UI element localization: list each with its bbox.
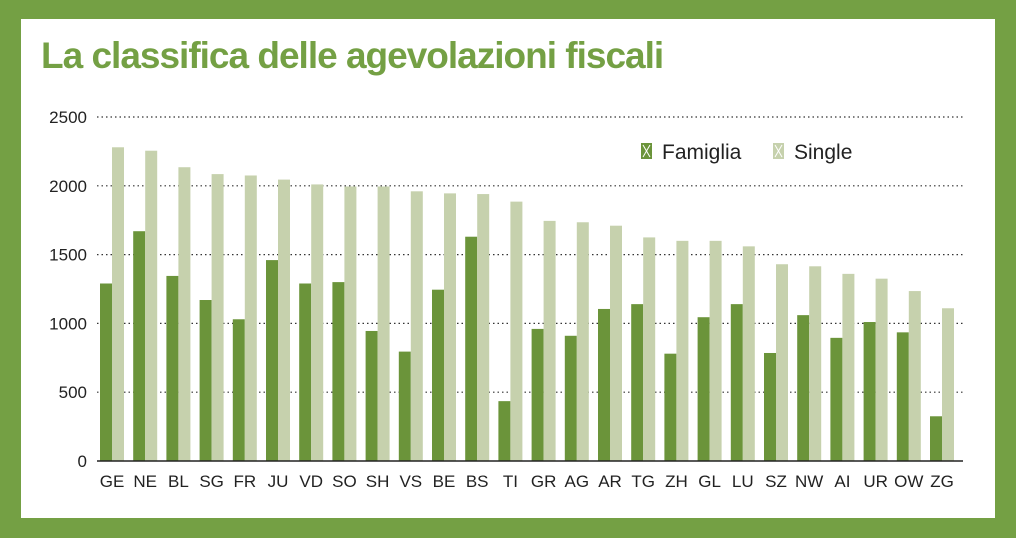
legend-swatch-single-mark [774,144,783,158]
bar-single-vd [311,184,324,461]
bar-single-vs [410,191,423,461]
bar-famiglia-bs [465,236,478,461]
bar-famiglia-ju [266,260,278,461]
bar-famiglia-ur [863,322,876,461]
bar-single-be [444,193,456,462]
x-tick-label: JU [268,472,289,491]
bar-famiglia-bl [166,275,179,461]
bar-single-ju [278,179,290,461]
bars [100,147,954,462]
bar-chart: 0 500 1000 1500 2000 2500 GE NE BL SG FR JU VD SO SH V… [49,108,963,491]
bar-famiglia-zg [930,416,942,461]
x-tick-label: FR [233,472,256,491]
x-tick-label: SH [366,472,390,491]
x-tick-label: VD [299,472,323,491]
bar-single-ai [842,273,855,461]
bar-famiglia-ag [564,335,577,461]
y-tick-label: 2000 [49,177,87,196]
bar-single-bs [477,194,490,461]
bar-single-ag [576,222,589,461]
bar-famiglia-ow [896,332,909,461]
bar-single-ne [145,150,158,461]
x-tick-label: BL [168,472,189,491]
x-tick-label: OW [894,472,923,491]
chart-title: La classifica delle agevolazioni fiscali [41,35,664,76]
bar-famiglia-ge [100,283,112,461]
x-tick-label: LU [732,472,754,491]
bar-single-tg [643,237,656,461]
x-tick-label: GR [531,472,557,491]
bar-single-gr [543,220,556,461]
bar-famiglia-ar [598,308,610,461]
bar-famiglia-ti [498,401,511,461]
bar-single-ur [875,278,888,461]
y-tick-label: 1000 [49,314,87,333]
bar-famiglia-ne [133,231,146,461]
x-tick-label: VS [399,472,422,491]
x-tick-label: BS [466,472,489,491]
x-tick-label: AI [834,472,850,491]
x-tick-label: GL [698,472,721,491]
bar-single-gl [709,240,722,461]
y-tick-label: 2500 [49,108,87,127]
x-axis-labels: GE NE BL SG FR JU VD SO SH VS BE BS TI GR AG AR TG ZH GL LU… [100,472,954,491]
x-tick-label: TG [631,472,655,491]
legend-item-famiglia: Famiglia [641,141,742,164]
bar-single-zg [942,308,954,461]
bar-single-fr [244,175,257,462]
bar-single-bl [178,167,191,461]
y-tick-label: 0 [78,452,87,471]
bar-single-sh [377,186,390,461]
legend-swatch-famiglia-mark [642,144,651,158]
bar-famiglia-tg [631,304,644,461]
x-tick-label: NE [133,472,157,491]
x-tick-label: AR [598,472,622,491]
x-tick-label: NW [795,472,823,491]
x-tick-label: SG [199,472,224,491]
bar-famiglia-lu [730,304,743,461]
bar-famiglia-ai [830,337,843,461]
x-tick-label: GE [100,472,125,491]
bar-single-sg [211,174,224,461]
legend-label-famiglia: Famiglia [662,141,742,164]
bar-famiglia-be [432,289,444,461]
bar-famiglia-sz [764,352,776,461]
bar-famiglia-gl [697,317,710,461]
y-tick-label: 500 [59,383,87,402]
x-tick-label: AG [565,472,590,491]
bar-famiglia-sg [199,300,212,461]
bar-single-ow [908,291,921,461]
legend-label-single: Single [794,141,852,164]
bar-single-so [344,186,357,461]
bar-famiglia-sh [365,330,378,461]
legend-item-single: Single [773,141,852,164]
bar-single-sz [776,264,788,461]
bar-famiglia-nw [797,315,810,461]
bar-famiglia-vd [299,283,312,461]
bar-single-ti [510,201,523,461]
x-tick-label: ZH [665,472,688,491]
x-tick-label: ZG [930,472,954,491]
x-tick-label: SO [332,472,357,491]
x-tick-label: BE [433,472,456,491]
bar-famiglia-gr [531,328,544,461]
x-tick-label: TI [503,472,518,491]
bar-single-ge [112,147,124,461]
bar-famiglia-vs [398,351,411,461]
bar-single-nw [809,266,822,461]
chart-frame: La classifica delle agevolazioni fiscali… [21,19,995,518]
bar-famiglia-fr [232,319,245,461]
x-tick-label: SZ [765,472,787,491]
bar-single-ar [610,225,622,461]
legend: Famiglia Single [641,141,852,164]
bar-famiglia-so [332,282,345,461]
bar-single-zh [676,240,689,461]
bar-single-lu [742,246,755,461]
bar-famiglia-zh [664,353,677,461]
x-tick-label: UR [863,472,888,491]
y-axis-ticks: 0 500 1000 1500 2000 2500 [49,108,87,471]
y-tick-label: 1500 [49,246,87,265]
